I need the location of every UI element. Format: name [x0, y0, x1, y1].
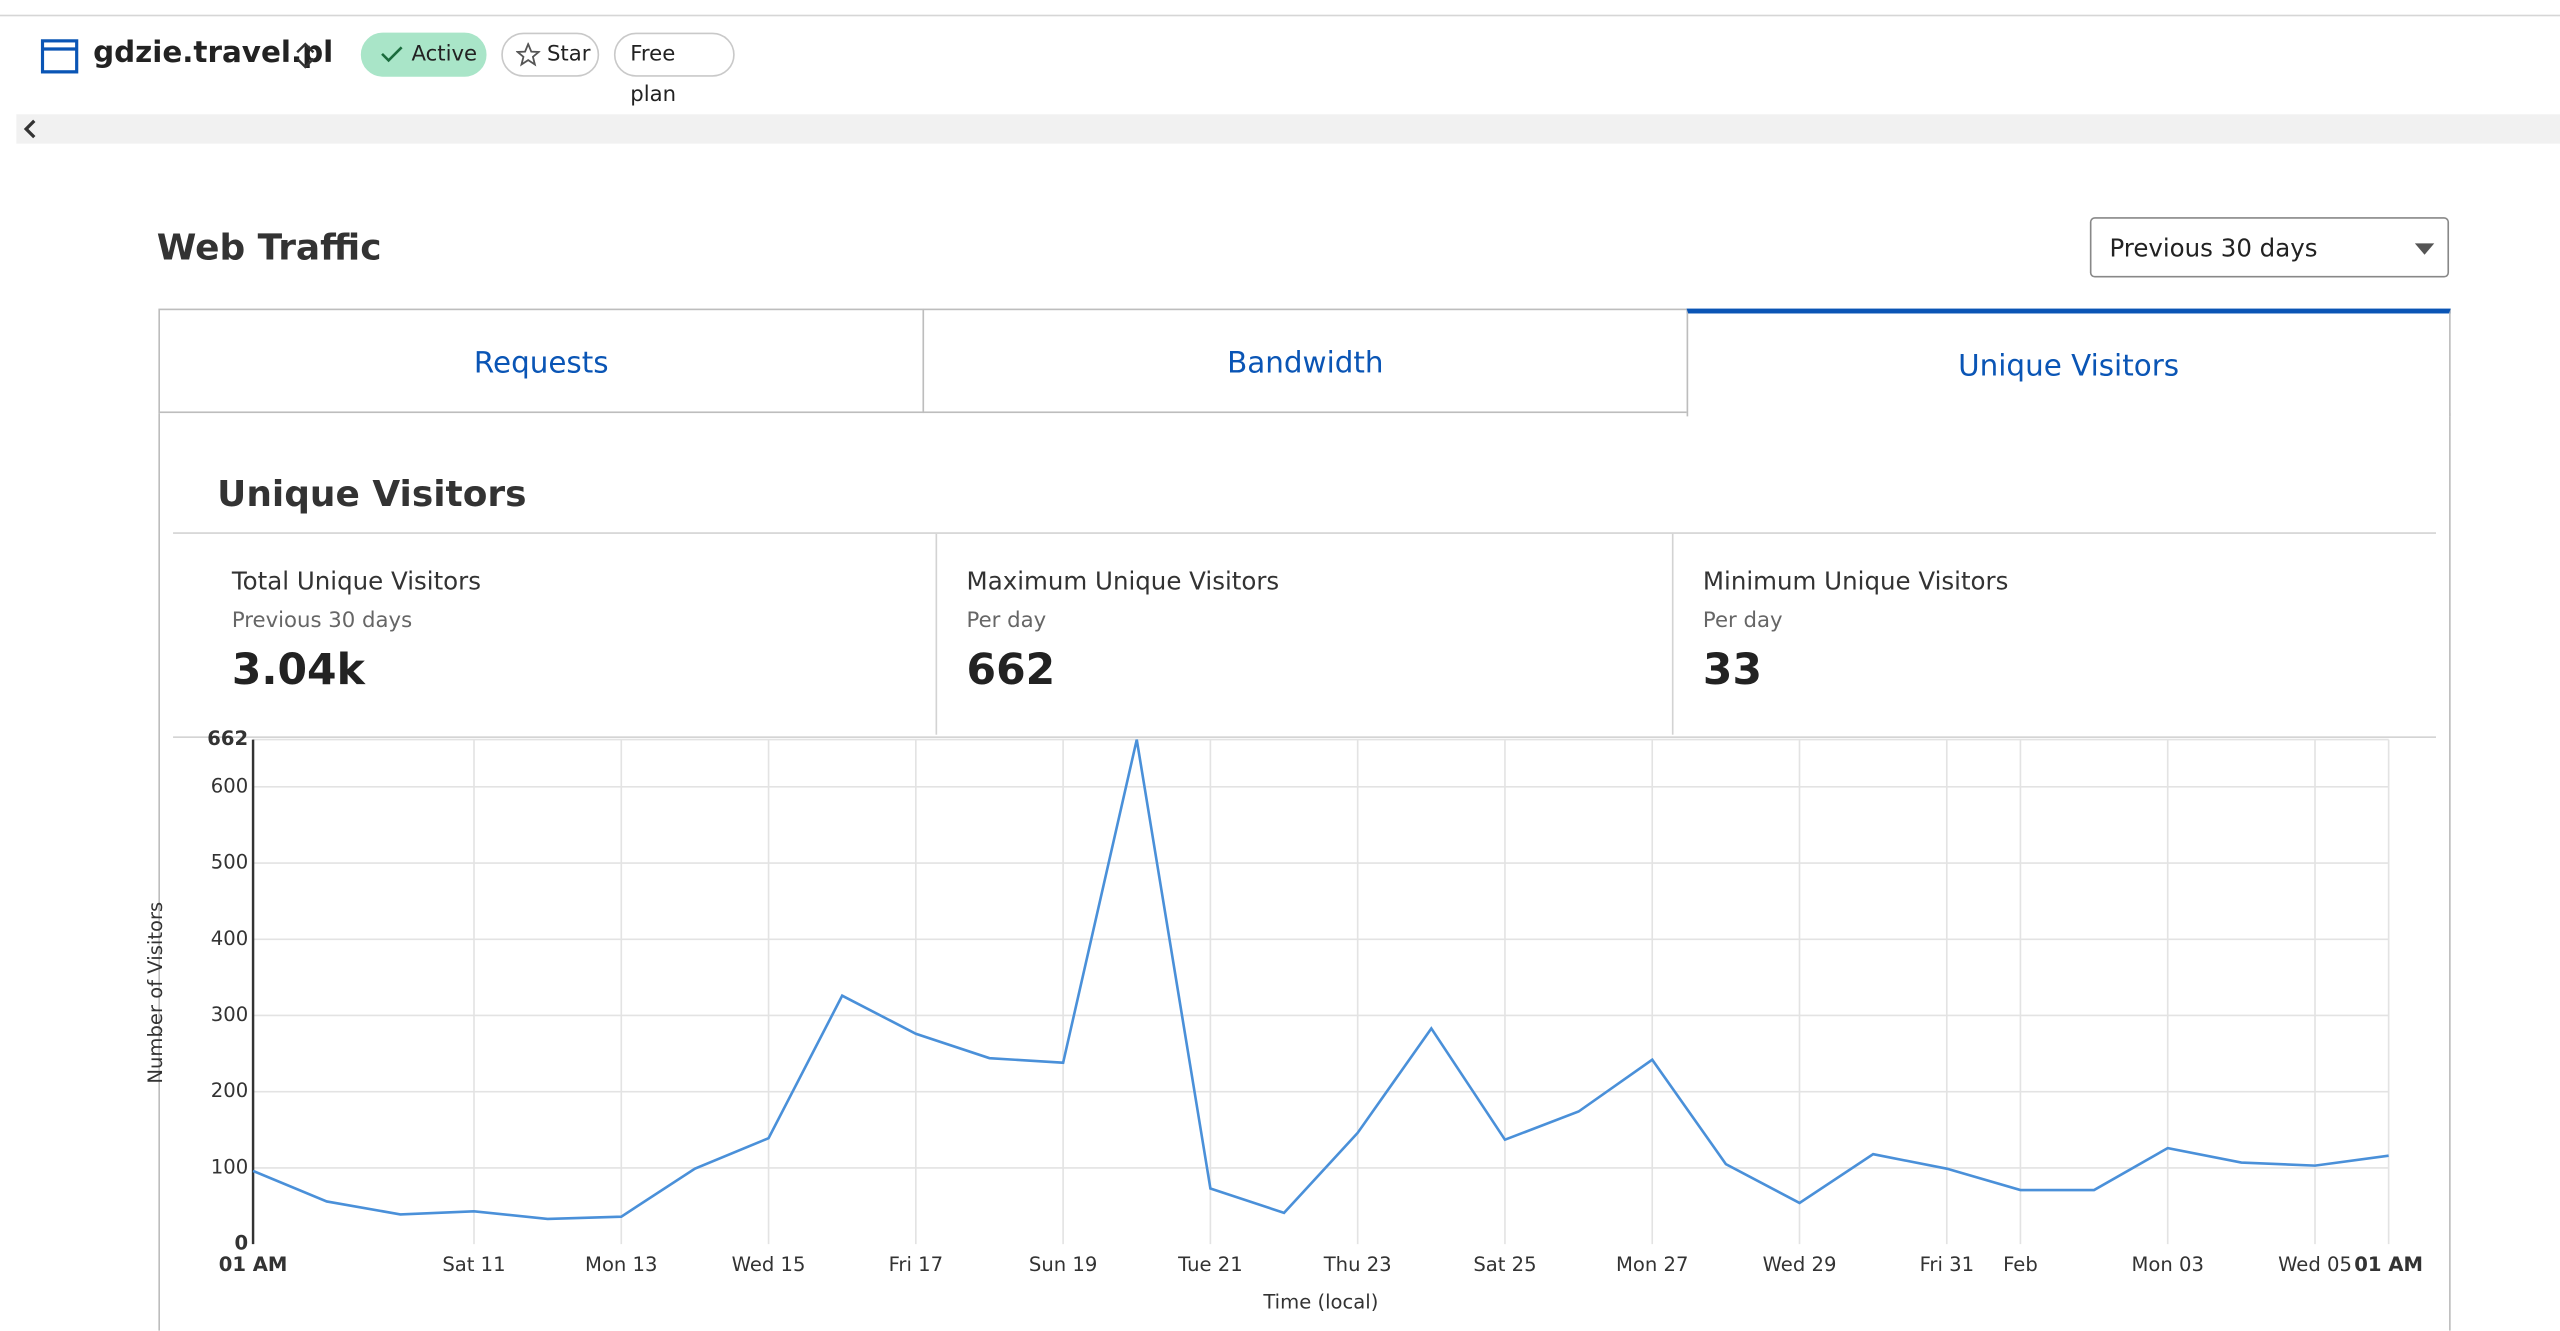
star-label: Star [546, 42, 591, 67]
site-switch[interactable] [294, 39, 317, 72]
section-title: Web Traffic [156, 228, 382, 270]
x-tick-label: Wed 15 [732, 1253, 806, 1276]
range: Previous 30 days [2109, 233, 2318, 263]
x-tick-label: Sun 19 [1029, 1253, 1097, 1276]
star-button[interactable]: Star [501, 32, 600, 77]
x-tick-label: Thu 23 [1323, 1253, 1392, 1276]
x-tick-label: Mon 03 [2132, 1253, 2204, 1276]
x-tick-label: 01 AM [2354, 1253, 2423, 1276]
tab-active[interactable]: Unique Visitors [1686, 308, 2451, 417]
x-tick-label: 01 AM [219, 1253, 288, 1276]
line-series [252, 739, 2389, 1221]
divider [1671, 533, 1674, 735]
collapse-bar [16, 114, 2560, 144]
stat-label: Minimum Unique Visitors [1702, 566, 2009, 596]
y-tick-label: 600 [211, 774, 248, 797]
y-tick-label: 500 [211, 851, 248, 874]
stat-value: 3.04k [231, 646, 365, 696]
x-tick-label: Mon 13 [585, 1253, 657, 1276]
x-tick-label: Mon 27 [1616, 1253, 1688, 1276]
y-tick-label: 0 [235, 1232, 249, 1255]
stat-value: 33 [1702, 646, 1762, 696]
x-tick-label: Feb [2003, 1253, 2038, 1276]
divider [935, 533, 938, 735]
stat-label: Total Unique Visitors [231, 566, 482, 596]
x-tick-label: Fri 17 [889, 1253, 943, 1276]
x-tick-label: Fri 31 [1920, 1253, 1974, 1276]
y-tick-label: 662 [207, 727, 248, 750]
x-tick-label: Sat 25 [1473, 1253, 1536, 1276]
stat-label: Maximum Unique Visitors [966, 566, 1280, 596]
top-rule [0, 14, 2560, 17]
x-tick-label: Sat 11 [442, 1253, 505, 1276]
stat-sub: Per day [1702, 608, 1783, 634]
range-select[interactable]: Previous 30 days [2089, 217, 2450, 278]
stat-value: 662 [966, 646, 1056, 696]
stat-sub: Previous 30 days [231, 608, 413, 634]
y-axis-label: Number of Visitors [144, 902, 167, 1084]
site-icon [40, 39, 79, 74]
stat-sub: Per day [966, 608, 1047, 634]
stats-row [173, 532, 2436, 738]
x-tick-label: Tue 21 [1177, 1253, 1243, 1276]
tab[interactable]: Bandwidth [922, 308, 1689, 414]
collapse-button[interactable] [20, 118, 43, 141]
tab[interactable]: Requests [158, 308, 925, 414]
y-tick-label: 100 [211, 1155, 248, 1178]
y-tick-label: 300 [211, 1003, 248, 1026]
status-pill: Active [360, 32, 487, 77]
status: Active [411, 42, 478, 67]
y-tick-label: 400 [211, 927, 248, 950]
x-tick-label: Wed 05 [2278, 1253, 2352, 1276]
site-name: gdzie.travel.pl [93, 35, 334, 71]
y-tick-label: 200 [211, 1079, 248, 1102]
plan: Free plan [630, 42, 677, 108]
panel-title: Unique Visitors [217, 475, 527, 516]
panel [158, 413, 2451, 1331]
x-axis-label: Time (local) [1262, 1290, 1378, 1313]
plan-pill: Free plan [613, 32, 735, 108]
x-tick-label: Wed 29 [1763, 1253, 1837, 1276]
